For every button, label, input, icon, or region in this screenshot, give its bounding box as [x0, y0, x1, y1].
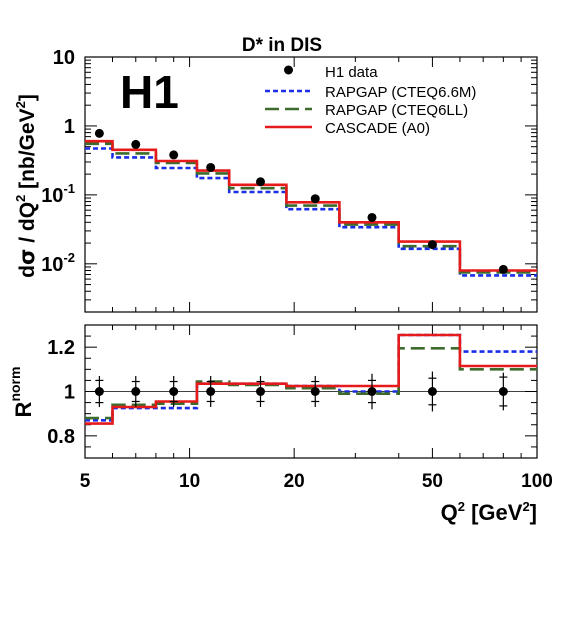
top-data-point [255, 177, 265, 187]
y-tick-base: 10 [41, 254, 63, 276]
bottom-ylabel-sup: norm [7, 367, 23, 402]
top-data-point [498, 264, 508, 274]
top-ylabel-sup2: 2 [13, 101, 28, 108]
bottom-ylabel-base: R [11, 401, 36, 417]
y-tick-exponent: -2 [63, 250, 75, 265]
top-y-tick-label: 10 [53, 47, 75, 69]
top-data-point [94, 128, 104, 138]
bottom-data-point [94, 387, 104, 396]
legend-label-h1-data: H1 data [325, 64, 378, 81]
x-tick-label: 50 [422, 471, 443, 492]
xlabel-base: Q [441, 500, 458, 525]
top-ylabel-sup: 2 [13, 195, 28, 202]
xlabel-unit-close: ] [530, 500, 537, 525]
y-tick-exponent: -1 [63, 181, 75, 196]
top-data-point [427, 240, 437, 250]
x-tick-label: 10 [179, 471, 200, 492]
bottom-data-point [206, 387, 216, 396]
top-ylabel-close: ] [16, 94, 39, 101]
bottom-y-tick-label: 0.8 [47, 426, 75, 448]
legend-label-cascade-a0-: CASCADE (A0) [325, 120, 430, 137]
top-y-tick-label: 1 [64, 116, 75, 138]
bottom-data-point [255, 387, 265, 396]
top-axis-ticks [84, 56, 538, 313]
legend-label-rapgap-cteq6-6m-: RAPGAP (CTEQ6.6M) [325, 84, 476, 101]
x-axis-label: Q2 [GeV2] [441, 499, 537, 525]
top-ylabel-pre: d [16, 265, 39, 278]
top-ylabel-post: [nb/GeV [16, 108, 39, 194]
xlabel-unit-open: [GeV [465, 500, 523, 525]
top-data-point [131, 139, 141, 149]
chart-title: D* in DIS [242, 35, 322, 56]
bottom-data-point [310, 387, 320, 396]
top-series-group [85, 139, 537, 277]
bottom-data-point [427, 387, 437, 396]
top-data-point [169, 150, 179, 160]
top-y-tick-label: 10-2 [41, 250, 75, 276]
top-series-rapgap-cteq6-6m- [85, 147, 537, 277]
top-ylabel-sigma: σ [15, 249, 39, 265]
top-series-rapgap-cteq6ll- [85, 142, 537, 274]
xlabel-unit-sup: 2 [522, 499, 529, 514]
bottom-series-group [85, 333, 537, 425]
bottom-y-tick-label: 1.2 [47, 337, 75, 359]
x-tick-label: 5 [80, 471, 91, 492]
bottom-data-point [169, 387, 179, 396]
bottom-ylabel: Rnorm [7, 367, 36, 418]
y-tick-base: 10 [41, 185, 63, 207]
bottom-data-points [94, 371, 508, 412]
top-panel-frame [84, 56, 538, 313]
top-data-point [310, 194, 320, 204]
top-ylabel: dσ / dQ2 [nb/GeV2] [13, 94, 39, 278]
top-y-tick-label: 10-1 [41, 181, 75, 207]
bottom-data-point [498, 387, 508, 396]
xlabel-sup: 2 [458, 499, 465, 514]
x-tick-label: 100 [521, 471, 553, 492]
legend: H1 data RAPGAP (CTEQ6.6M)RAPGAP (CTEQ6LL)… [265, 64, 476, 137]
top-ylabel-mid: / dQ [16, 202, 39, 249]
top-data-point [206, 162, 216, 172]
legend-marker-h1-data [284, 65, 293, 75]
legend-label-rapgap-cteq6ll-: RAPGAP (CTEQ6LL) [325, 102, 468, 119]
top-data-point [367, 212, 377, 222]
bottom-data-point [367, 387, 377, 396]
x-tick-label: 20 [284, 471, 305, 492]
h1-logo: H1 [120, 66, 179, 118]
bottom-series-cascade-a0- [85, 333, 537, 425]
bottom-data-point [131, 387, 141, 396]
top-data-points [94, 128, 508, 274]
bottom-y-tick-label: 1 [64, 382, 75, 404]
